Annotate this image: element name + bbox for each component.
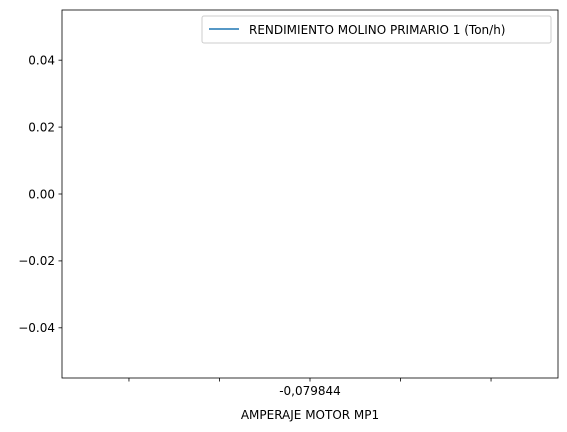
y-tick-label: −0.04: [18, 321, 55, 335]
legend-label-series-1: RENDIMIENTO MOLINO PRIMARIO 1 (Ton/h): [249, 23, 506, 37]
y-tick-label: −0.02: [18, 254, 55, 268]
x-axis: -0,079844: [128, 378, 492, 398]
legend-box: [201, 15, 552, 44]
x-tick-label: -0,079844: [279, 384, 341, 398]
plot-area: [61, 9, 559, 379]
y-tick-label: 0.00: [28, 187, 55, 201]
legend: RENDIMIENTO MOLINO PRIMARIO 1 (Ton/h): [201, 15, 552, 44]
y-axis: −0.04 −0.02 0.00 0.02 0.04: [18, 53, 62, 335]
y-tick-label: 0.04: [28, 53, 55, 67]
y-tick-label: 0.02: [28, 120, 55, 134]
x-axis-label: AMPERAJE MOTOR MP1: [241, 408, 379, 422]
